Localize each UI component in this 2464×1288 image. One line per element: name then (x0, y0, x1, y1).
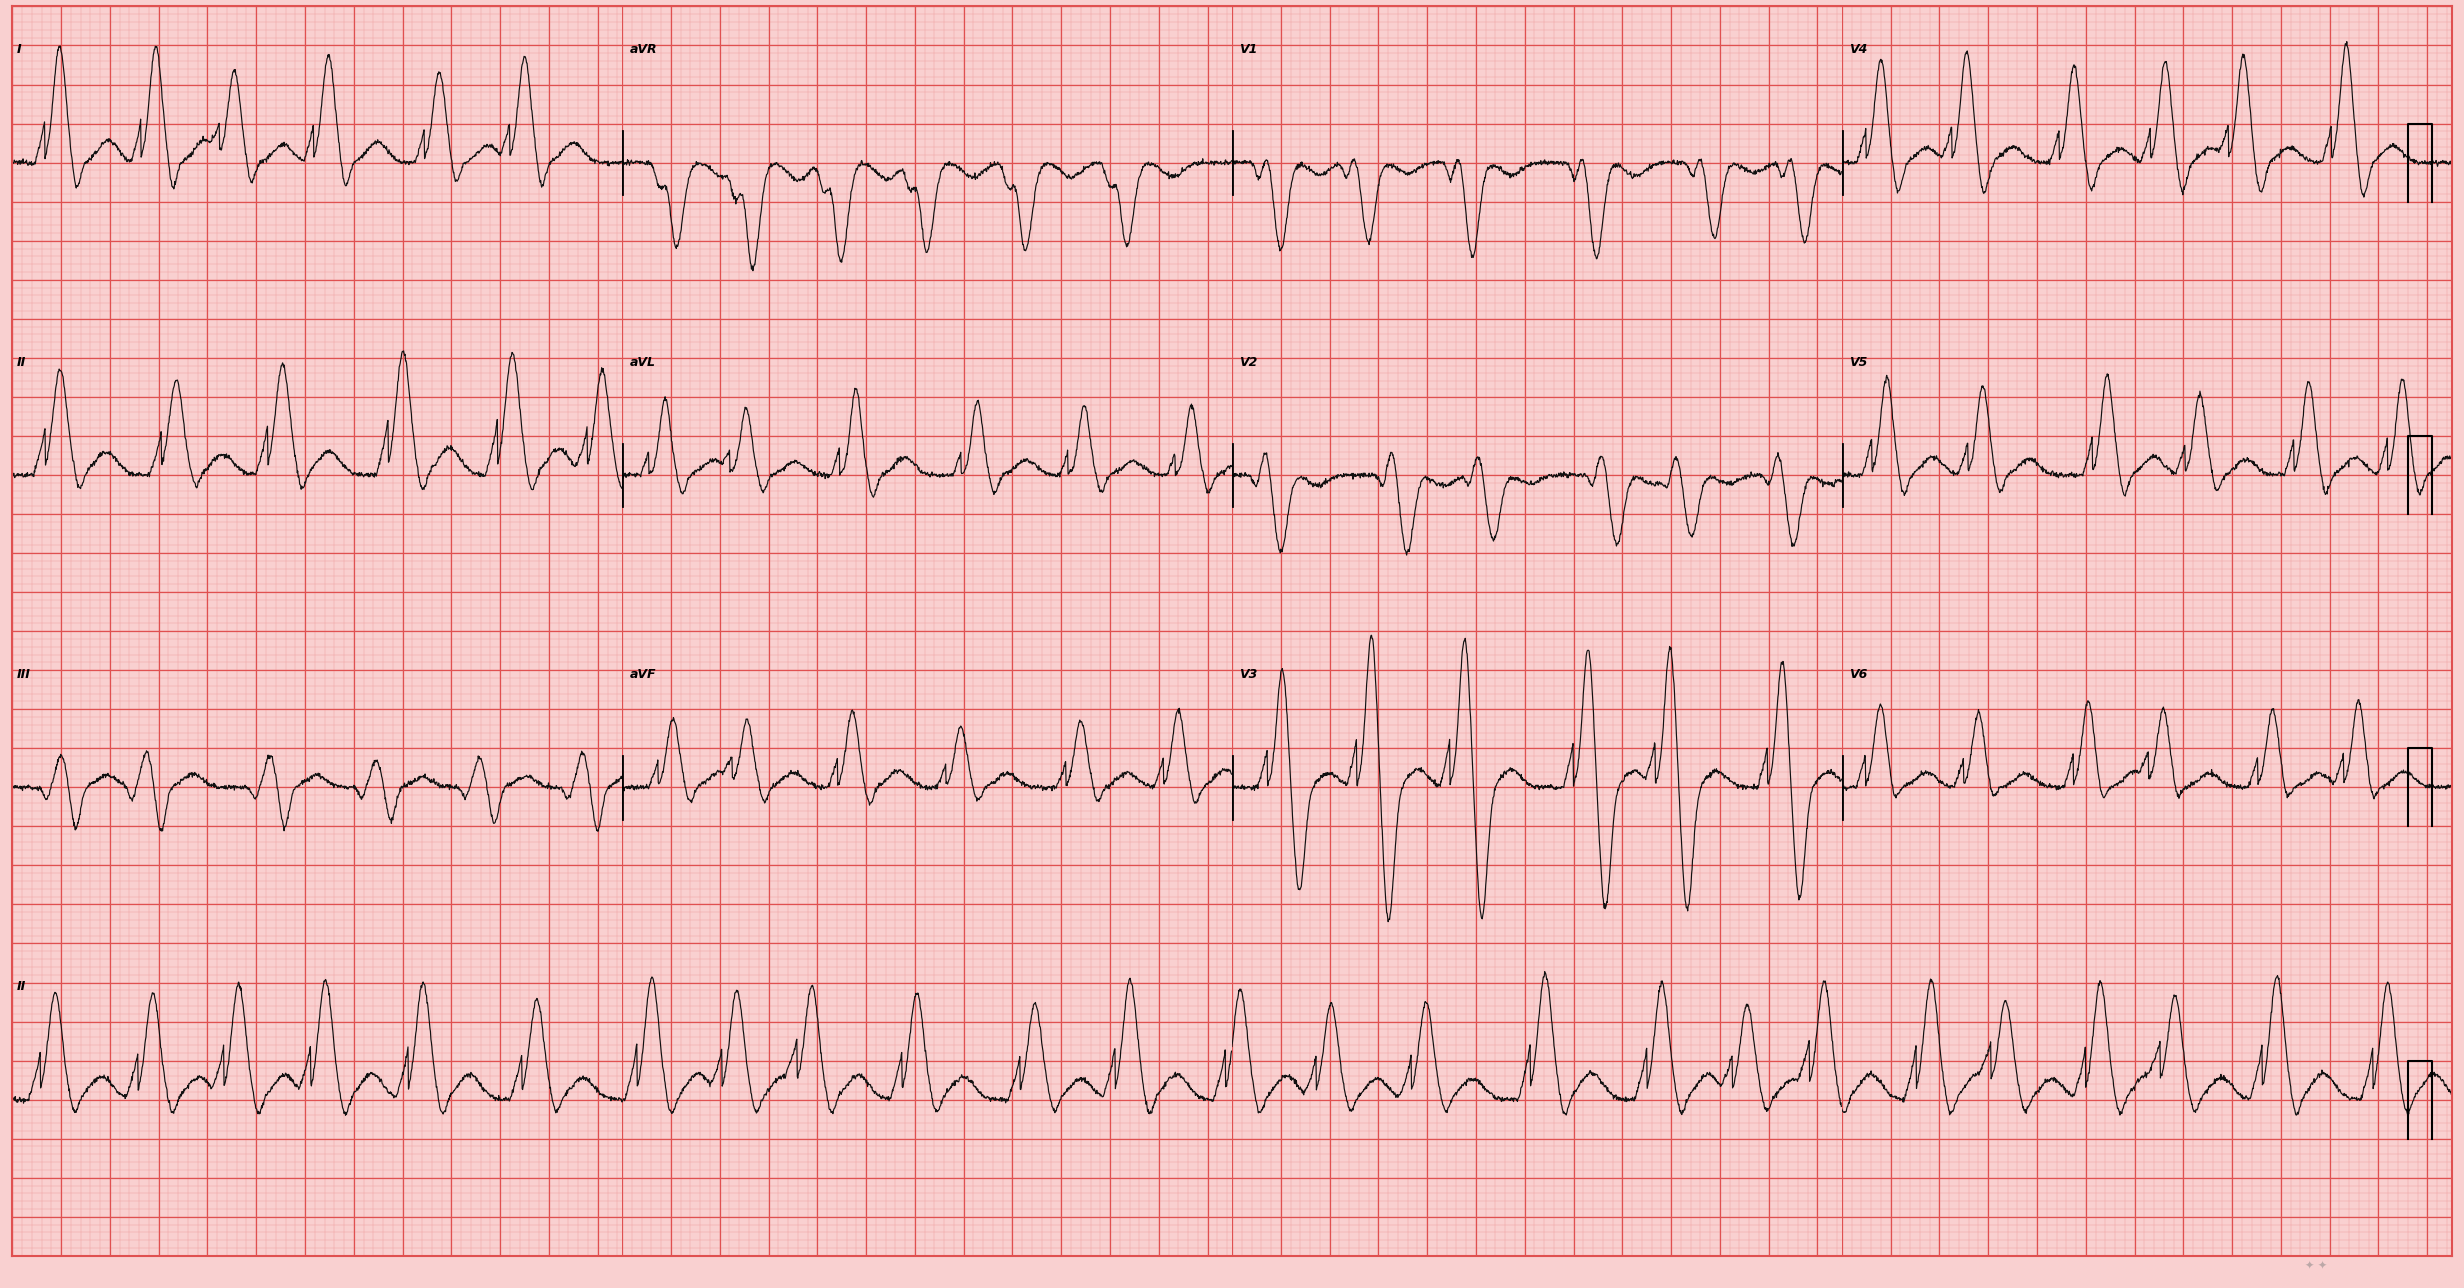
Text: V3: V3 (1239, 668, 1257, 681)
Text: I: I (17, 44, 22, 57)
Text: V2: V2 (1239, 355, 1257, 368)
Text: V4: V4 (1848, 44, 1868, 57)
Text: V5: V5 (1848, 355, 1868, 368)
Text: II: II (17, 355, 27, 368)
Text: ✦ ✦: ✦ ✦ (2304, 1261, 2328, 1270)
Text: aVR: aVR (628, 44, 658, 57)
Text: aVF: aVF (628, 668, 655, 681)
Text: III: III (17, 668, 32, 681)
Text: II: II (17, 980, 27, 993)
Text: V6: V6 (1848, 668, 1868, 681)
Text: aVL: aVL (628, 355, 655, 368)
Text: V1: V1 (1239, 44, 1257, 57)
